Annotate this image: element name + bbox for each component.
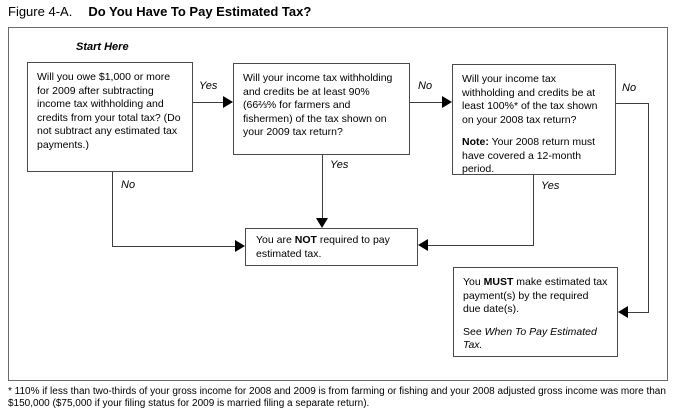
- figure-number: Figure 4-A.: [8, 4, 73, 19]
- edge-label-yes-2: Yes: [330, 159, 349, 171]
- connector-q3-must-top-line: [616, 103, 649, 104]
- figure-title: Figure 4-A. Do You Have To Pay Estimated …: [8, 4, 311, 19]
- arrowhead-right-icon: [223, 96, 233, 108]
- figure-heading: Do You Have To Pay Estimated Tax?: [88, 4, 312, 19]
- connector-q2-not-line: [322, 155, 323, 218]
- question-box-90-percent-text: Will your income tax withholding and cre…: [243, 72, 393, 138]
- not-required-emphasis: NOT: [294, 234, 317, 246]
- question-box-owe-1000-text: Will you owe $1,000 or more for 2009 aft…: [37, 71, 181, 151]
- edge-label-yes-1: Yes: [199, 80, 218, 92]
- result-box-must-pay: You MUST make estimated tax payment(s) b…: [453, 267, 618, 357]
- arrowhead-left-icon: [418, 239, 428, 251]
- connector-q1-not-vertical-line: [112, 172, 113, 247]
- connector-q1-not-horizontal-line: [112, 246, 235, 247]
- connector-q3-not-vertical-line: [533, 175, 534, 246]
- start-here-label: Start Here: [76, 41, 129, 53]
- result-box-must-pay-see: See When To Pay Estimated Tax.: [463, 326, 608, 353]
- connector-q2-q3-line: [410, 102, 442, 103]
- must-pay-emphasis: MUST: [483, 276, 514, 288]
- not-required-pre: You are: [256, 234, 295, 246]
- question-box-100-percent-note: Note: Your 2008 return must have covered…: [462, 136, 606, 177]
- note-text: Your 2008 return must have covered a 12-…: [462, 136, 596, 175]
- edge-label-no-3: No: [121, 179, 136, 191]
- edge-label-no-2: No: [622, 82, 637, 94]
- arrowhead-right-icon: [235, 240, 245, 252]
- question-box-100-percent-text: Will your income tax withholding and cre…: [462, 73, 598, 126]
- arrowhead-down-icon: [316, 218, 328, 228]
- result-box-not-required-text: You are NOT required to pay estimated ta…: [256, 234, 407, 261]
- arrowhead-right-icon: [442, 96, 452, 108]
- note-label: Note:: [462, 136, 489, 148]
- edge-label-no-1: No: [418, 80, 433, 92]
- must-pay-post: make estimated tax payment(s) by the req…: [463, 276, 608, 315]
- footnote: * 110% if less than two-thirds of your g…: [8, 386, 666, 409]
- connector-q3-must-vertical-line: [648, 103, 649, 313]
- see-reference: When To Pay Estimated Tax.: [463, 325, 597, 352]
- arrowhead-left-icon: [618, 306, 628, 318]
- must-pay-pre: You: [463, 276, 484, 288]
- result-box-must-pay-text: You MUST make estimated tax payment(s) b…: [463, 276, 608, 317]
- see-prefix: See: [463, 325, 485, 338]
- edge-label-yes-3: Yes: [541, 180, 560, 192]
- connector-q1-q2-line: [193, 102, 223, 103]
- connector-q3-must-bottom-line: [628, 312, 649, 313]
- question-box-100-percent: Will your income tax withholding and cre…: [452, 64, 616, 175]
- not-required-post: required to pay estimated tax.: [256, 234, 390, 260]
- question-box-owe-1000: Will you owe $1,000 or more for 2009 aft…: [27, 62, 193, 172]
- question-box-90-percent: Will your income tax withholding and cre…: [233, 63, 410, 155]
- result-box-not-required: You are NOT required to pay estimated ta…: [245, 228, 418, 266]
- connector-q3-not-horizontal-line: [428, 245, 534, 246]
